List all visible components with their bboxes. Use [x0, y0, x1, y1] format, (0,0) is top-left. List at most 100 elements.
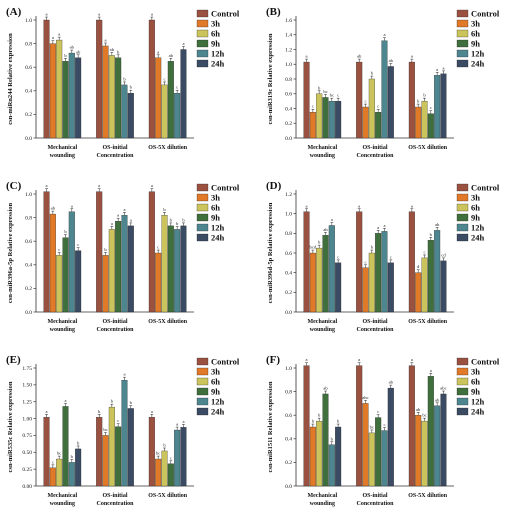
category-label: OS-5X dilution	[148, 319, 188, 325]
legend-swatch	[196, 49, 209, 58]
bar-3h	[155, 252, 162, 313]
significance-label: b	[130, 400, 133, 405]
legend-swatch	[456, 9, 469, 18]
significance-label: a	[58, 32, 60, 37]
bar-12h	[434, 230, 441, 313]
bar-3h	[49, 213, 56, 313]
category-label-line: OS-5X dilution	[148, 145, 188, 151]
bar-9h	[375, 112, 382, 139]
legend-swatch	[196, 183, 209, 192]
significance-label: b	[337, 419, 340, 424]
bar-24h	[75, 250, 82, 313]
y-axis-label: csn-miR396a-5p Relative expression	[7, 202, 14, 303]
legend-swatch	[456, 39, 469, 48]
bar-24h	[127, 408, 134, 487]
panel-d: (D) csn-miR396d-5p Relative expression 0.0…	[266, 180, 500, 333]
panel-label: (C)	[6, 180, 22, 192]
significance-label: a	[123, 207, 125, 212]
significance-label: c	[312, 104, 314, 109]
bar-9h	[115, 57, 122, 139]
bar-6h	[316, 93, 323, 139]
legend-label: 9h	[471, 213, 480, 223]
y-axis-label: csn-miR396d-5p Relative expression	[267, 202, 274, 303]
bar-6h	[56, 39, 63, 139]
legend-label: 12h	[471, 49, 485, 59]
bar-12h	[174, 229, 181, 313]
legend-swatch	[456, 407, 469, 416]
significance-label: ab	[110, 47, 115, 52]
category-label: Mechanical wounding	[47, 145, 77, 159]
bar-9h	[427, 240, 434, 313]
significance-label: b	[163, 442, 166, 447]
significance-label: a	[377, 225, 379, 230]
significance-label: c	[430, 105, 432, 110]
y-tick-label: 0.0	[285, 310, 292, 316]
bar-24h	[180, 225, 187, 313]
bar-12h	[68, 52, 75, 139]
y-tick-label: 0.2	[285, 121, 292, 127]
category-label-line: Mechanical	[47, 319, 77, 325]
bar-12h	[381, 40, 388, 139]
bar-12h	[121, 379, 128, 487]
significance-label: b	[318, 240, 321, 245]
bar-24h	[335, 100, 342, 139]
significance-label: ab	[76, 49, 81, 54]
bar-6h	[161, 84, 168, 139]
significance-label: ab	[389, 380, 394, 385]
significance-label: b	[71, 454, 74, 459]
y-tick-label: 1.00	[22, 416, 32, 422]
bar-24h	[180, 49, 187, 139]
y-tick-label: 0.2	[285, 460, 292, 466]
bar-control	[303, 365, 310, 487]
y-tick-label: 1.0	[25, 192, 32, 198]
significance-label: c	[337, 93, 339, 98]
significance-label: c	[170, 455, 172, 460]
legend-label: Control	[211, 357, 240, 367]
bar-9h	[167, 225, 174, 313]
significance-label: a	[383, 32, 385, 37]
category-label: Mechanical wounding	[47, 319, 77, 333]
significance-label: b	[130, 85, 133, 90]
bar-3h	[309, 426, 316, 487]
significance-label: b	[163, 207, 166, 212]
bar-3h	[362, 106, 369, 139]
legend-label: Control	[211, 183, 240, 193]
bar-control	[408, 365, 415, 487]
category-label-line: OS-initial	[362, 493, 387, 499]
bar-12h	[121, 84, 128, 139]
significance-label: a	[151, 183, 153, 188]
category-label-line: Concentration	[97, 327, 135, 333]
significance-label: a	[98, 183, 100, 188]
significance-label: bc	[422, 413, 426, 418]
legend-swatch	[456, 49, 469, 58]
bar-9h	[115, 220, 122, 313]
legend-swatch	[456, 203, 469, 212]
category-label-line: wounding	[50, 327, 75, 333]
significance-label: a	[104, 38, 106, 43]
bar-9h	[62, 406, 69, 487]
panel-a: (A) csn-miRn244 Relative expression 0.0 0.2…	[6, 6, 240, 159]
legend-label: 3h	[211, 193, 220, 203]
significance-label: b	[423, 93, 426, 98]
y-tick-label: 0.8	[285, 77, 292, 83]
legend-swatch	[196, 367, 209, 376]
bar-6h	[368, 432, 375, 487]
bar-3h	[49, 43, 56, 139]
significance-label: a	[411, 54, 413, 59]
significance-label: a	[411, 203, 413, 208]
significance-label: b	[318, 413, 321, 418]
y-tick-label: 0.6	[285, 92, 292, 98]
bar-3h	[49, 467, 56, 487]
legend-label: Control	[471, 9, 500, 19]
bar-6h	[421, 257, 428, 313]
legend-label: 12h	[211, 223, 225, 233]
y-tick-label: 0.25	[22, 467, 32, 473]
category-label-line: OS-initial	[102, 493, 127, 499]
legend-swatch	[456, 59, 469, 68]
y-tick-label: 0.4	[285, 437, 292, 443]
legend-label: 3h	[211, 19, 220, 29]
legend-label: 9h	[211, 213, 220, 223]
significance-label: abc	[362, 395, 368, 400]
bar-9h	[167, 463, 174, 487]
significance-label: ab	[323, 227, 328, 232]
